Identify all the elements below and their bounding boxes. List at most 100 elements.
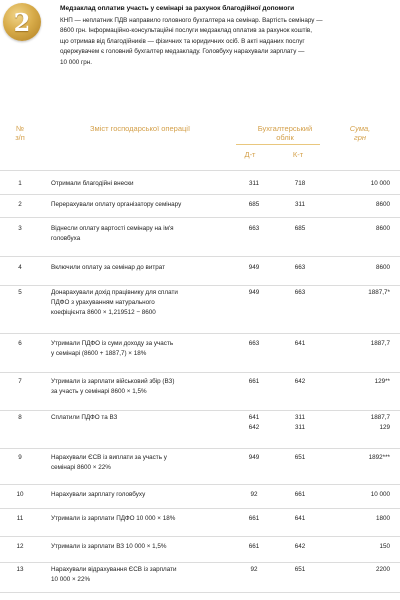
credit-account: 311 [282, 200, 318, 210]
operation-text-line: Отримали благодійні внески [51, 180, 134, 187]
credit-account-line: 641 [294, 340, 306, 347]
operation-text-line: Віднесли оплату вартості семінару на ім'… [51, 225, 174, 232]
row-separator [0, 592, 400, 593]
debit-account-line: 663 [248, 340, 260, 347]
debit-account-line: 685 [248, 201, 260, 208]
row-number: 6 [18, 340, 22, 347]
row-separator [0, 484, 400, 485]
debit-account: 949 [236, 453, 272, 463]
operation-text: Включили оплату за семінар до витрат [51, 263, 226, 273]
amount: 150 [326, 542, 390, 552]
debit-account-line: 949 [248, 289, 260, 296]
credit-account-line: 651 [294, 454, 306, 461]
operation-text: Отримали благодійні внески [51, 179, 226, 189]
debit-account-line: 661 [248, 515, 260, 522]
row-separator [0, 170, 400, 171]
case-title: Медзаклад оплатив участь у семінарі за р… [60, 5, 295, 12]
debit-account-line: 663 [248, 225, 260, 232]
case-text-line: одержувачем є головний бухгалтер медзакл… [60, 48, 305, 56]
amount: 8600 [326, 224, 390, 234]
amount-line: 1887,7 [370, 340, 390, 347]
amount-line: 129 [379, 424, 390, 431]
operation-text: Перерахували оплату організатору семінар… [51, 200, 226, 210]
credit-account-line: 651 [294, 566, 306, 573]
operation-text-line: за участь у семінарі 8600 × 1,5% [51, 388, 147, 395]
operation-text-line: Сплатили ПДФО та ВЗ [51, 414, 118, 421]
amount-line: 1800 [375, 515, 390, 522]
row-separator [0, 217, 400, 218]
operation-text: Утримали із зарплати ПДФО 10 000 × 18% [51, 514, 226, 524]
operation-text: Утримали із зарплати військовий збір (ВЗ… [51, 377, 226, 397]
operation-text-line: Нарахували ЄСВ із виплати за участь у [51, 454, 167, 461]
row-number: 10 [16, 491, 24, 498]
row-number: 1 [18, 180, 22, 187]
debit-account: 949 [236, 263, 272, 273]
debit-account: 92 [236, 490, 272, 500]
operation-text-line: Нарахували зарплату головбуху [51, 491, 146, 498]
table-header: № з/п Зміст господарської операції Бухга… [0, 120, 400, 170]
credit-account: 663 [282, 263, 318, 273]
debit-account: 663 [236, 339, 272, 349]
amount: 10 000 [326, 490, 390, 500]
operation-text: Утримали ПДФО із суми доходу за участь у … [51, 339, 226, 359]
amount-line: 1887,7* [368, 289, 390, 296]
operation-text-line: Включили оплату за семінар до витрат [51, 264, 165, 271]
operation-text-line: Утримали із зарплати військовий збір (ВЗ… [51, 378, 175, 385]
header-credit: К-т [292, 150, 304, 159]
credit-account-line: 663 [294, 264, 306, 271]
row-separator [0, 194, 400, 195]
amount-line: 10 000 [370, 491, 390, 498]
amount: 1887,7* [326, 288, 390, 298]
row-separator [0, 508, 400, 509]
header-accounting-line: облік [276, 133, 294, 142]
operation-text: Нарахували зарплату головбуху [51, 490, 226, 500]
case-text-line: КНП — неплатник ПДВ направило головного … [60, 17, 323, 24]
debit-account-line: 949 [248, 264, 260, 271]
row-separator [0, 372, 400, 373]
header-debit: Д-т [244, 150, 256, 159]
debit-account: 661 [236, 377, 272, 387]
amount: 1800 [326, 514, 390, 524]
operation-text-line: головбуха [51, 235, 81, 242]
row-separator [0, 256, 400, 257]
header-number-line: з/п [15, 133, 25, 142]
operation-text-line: коефіцієнта 8600 × 1,219512 − 8600 [51, 309, 156, 316]
amount-line: 150 [379, 543, 390, 550]
step-number-badge: 2 [3, 3, 41, 41]
amount-line: 8600 [375, 264, 390, 271]
row-number: 8 [18, 414, 22, 421]
debit-account: 949 [236, 288, 272, 298]
credit-account-line: 718 [294, 180, 306, 187]
credit-account: 641 [282, 514, 318, 524]
row-number: 3 [18, 225, 22, 232]
credit-account-line: 311 [294, 424, 306, 431]
debit-account-line: 642 [248, 424, 260, 431]
operation-text-line: ПДФО з урахуванням натурального [51, 299, 155, 306]
row-number: 9 [18, 454, 22, 461]
amount: 1887,7 129 [326, 413, 390, 433]
row-separator [0, 448, 400, 449]
operation-text: Нарахували ЄСВ із виплати за участь у сем… [51, 453, 226, 473]
debit-account: 663 [236, 224, 272, 234]
row-separator [0, 410, 400, 411]
operation-text-line: Перерахували оплату організатору семінар… [51, 201, 182, 208]
amount: 8600 [326, 200, 390, 210]
row-separator [0, 333, 400, 334]
debit-account-line: 641 [248, 414, 260, 421]
case-text-line: 10 000 грн. [60, 58, 93, 66]
debit-account: 661 [236, 542, 272, 552]
case-description: КНП — неплатник ПДВ направило головного … [60, 16, 390, 68]
credit-account-line: 661 [294, 491, 306, 498]
amount-line: 1887,7 [370, 414, 390, 421]
amount-line: 8600 [375, 225, 390, 232]
debit-account: 641 642 [236, 413, 272, 433]
amount: 129** [326, 377, 390, 387]
row-number: 4 [18, 264, 22, 271]
header-number: № з/п [6, 124, 34, 142]
header-sum-line: Сума, [349, 124, 371, 133]
row-number: 5 [18, 289, 22, 296]
operation-text-line: Донарахували дохід працівнику для сплати [51, 289, 178, 296]
operation-text-line: семінарі 8600 × 22% [51, 464, 111, 471]
header-sum: Сума, грн [330, 124, 390, 142]
amount: 2200 [326, 565, 390, 575]
